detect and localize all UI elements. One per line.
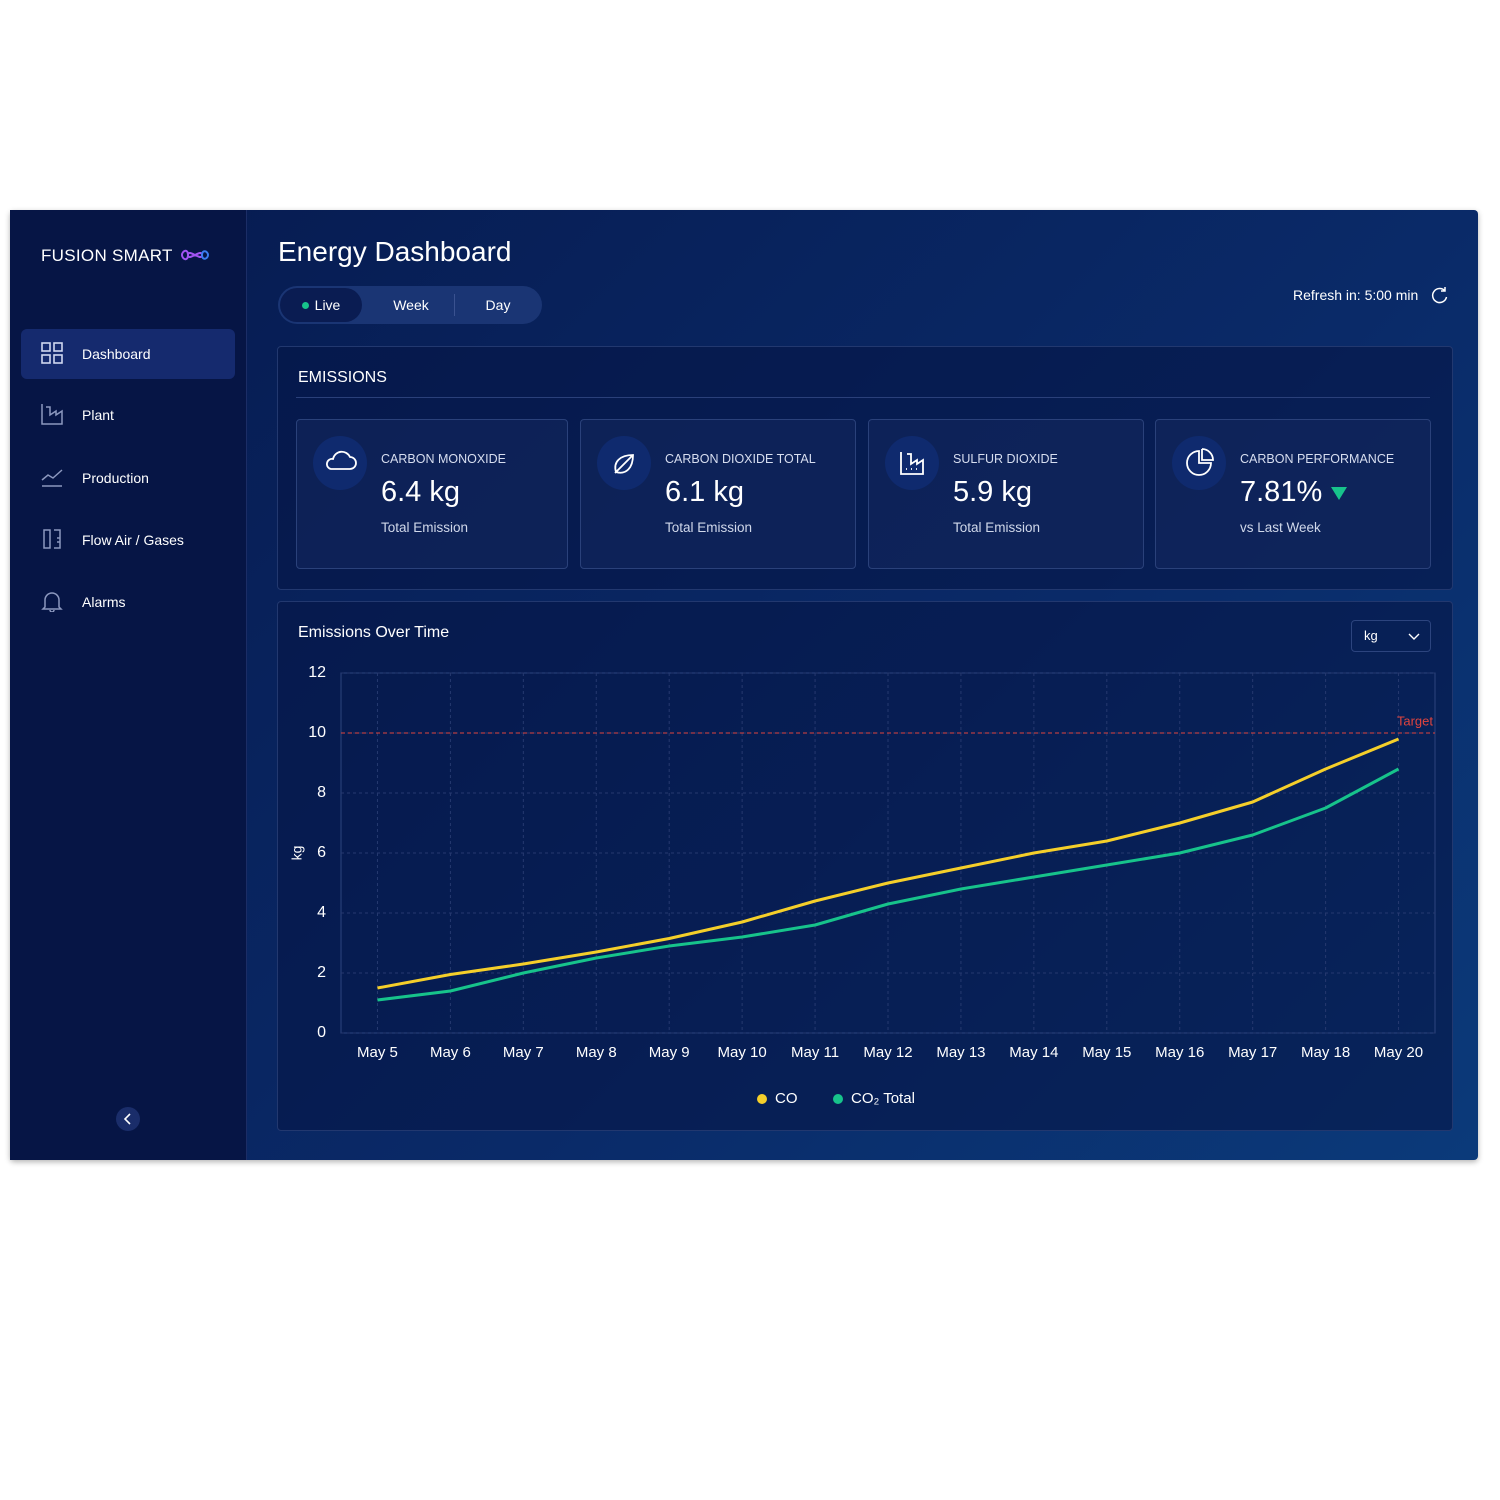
select-label: kg [1364,628,1378,643]
icon [41,342,63,364]
x-tick-label: May 11 [791,1044,839,1061]
card-caption: Total Emission [665,520,753,535]
card-caption: Total Emission [953,520,1041,535]
unit-select[interactable]: kg [1351,620,1431,652]
icon [41,592,63,612]
card-value: 6.1 kg [665,476,744,508]
x-tick-label: May 14 [1009,1044,1058,1061]
y-axis-label: kg [289,846,305,861]
y-tick-label: 0 [317,1024,326,1041]
nav-item[interactable]: Alarms [21,577,235,627]
section-title: EMISSIONS [298,369,387,386]
logo [181,249,210,261]
tab-bar: Live Week Day [278,286,542,324]
x-tick-label: May 7 [503,1044,544,1061]
sidebar: FUSION SMART Dashboard Plant Production … [10,210,247,1160]
x-tick-label: May 6 [430,1044,471,1061]
card-value: 7.81% [1240,476,1323,508]
x-tick-label: May 5 [357,1044,398,1061]
y-tick-label: 10 [308,724,326,741]
legend-swatch [757,1094,767,1104]
emissions-panel: EMISSIONS CARBON MONOXIDE 6.4 kg Total Emi… [277,346,1453,590]
card-label: SULFUR DIOXIDE [953,452,1058,466]
nav-label: Alarms [82,594,126,610]
tab[interactable]: Day [485,297,511,313]
nav-label: Production [82,470,149,486]
nav-item[interactable]: Flow Air / Gases [21,515,235,565]
icon [41,404,63,425]
nav-label: Plant [82,407,114,423]
nav-item[interactable]: Plant [21,390,235,440]
tab[interactable]: Week [393,297,429,313]
y-tick-label: 12 [308,664,326,681]
refresh-icon[interactable] [1430,286,1450,306]
card: CARBON MONOXIDE 6.4 kg Total Emission [296,419,568,569]
chart-title: Emissions Over Time [298,624,450,641]
tab-label: Live [314,297,341,313]
x-tick-label: May 15 [1082,1044,1131,1061]
x-tick-label: May 9 [649,1044,690,1061]
card-value: 6.4 kg [381,476,460,508]
x-tick-label: May 12 [863,1044,912,1061]
refresh-text: Refresh in: 5:00 min [1293,287,1419,303]
x-tick-label: May 17 [1228,1044,1277,1061]
nav-label: Dashboard [82,346,151,362]
legend-label: CO [775,1090,798,1107]
brand: FUSION SMART [41,246,210,266]
x-tick-label: May 13 [936,1044,985,1061]
card-value: 5.9 kg [953,476,1032,508]
series-line [377,737,1400,990]
series-line [377,767,1400,1002]
chart: 0 2 4 6 8 10 12 kg May 5 May 6 May 7 May 8 May 9 May … [289,664,1436,1107]
card-label: CARBON DIOXIDE TOTAL [665,452,816,466]
legend-swatch [833,1094,843,1104]
x-tick-label: May 18 [1301,1044,1350,1061]
y-tick-label: 4 [317,904,326,921]
y-tick-label: 2 [317,964,326,981]
card-caption: vs Last Week [1240,520,1321,535]
card-label: CARBON PERFORMANCE [1240,452,1395,466]
x-tick-label: May 16 [1155,1044,1204,1061]
icon [43,529,61,549]
card: CARBON DIOXIDE TOTAL 6.1 kg Total Emission [580,419,856,569]
legend-label: CO₂ Total [851,1090,915,1107]
icon [41,469,63,487]
target-label: Target [1397,713,1434,728]
card: CARBON PERFORMANCE 7.81% vs Last Week [1155,419,1431,569]
card: SULFUR DIOXIDE 5.9 kg Total Emission [868,419,1144,569]
nav-item[interactable]: Production [21,453,235,503]
y-tick-label: 8 [317,784,326,801]
chart-panel: Emissions Over Time kg 0 2 4 6 8 10 12 kg May 5 M… [277,601,1453,1131]
card-label: CARBON MONOXIDE [381,452,507,466]
app: FUSION SMART Dashboard Plant Production … [10,210,1478,1160]
card-caption: Total Emission [381,520,469,535]
brand-text: FUSION SMART [41,246,173,265]
x-tick-label: May 8 [576,1044,617,1061]
page-title: Energy Dashboard [278,236,512,267]
nav-item[interactable]: Dashboard [21,329,235,379]
x-tick-label: May 20 [1374,1044,1423,1061]
tab[interactable]: Live [280,288,362,322]
collapse-button[interactable] [115,1106,141,1132]
nav-label: Flow Air / Gases [82,532,184,548]
x-tick-label: May 10 [718,1044,767,1061]
y-tick-label: 6 [317,844,326,861]
